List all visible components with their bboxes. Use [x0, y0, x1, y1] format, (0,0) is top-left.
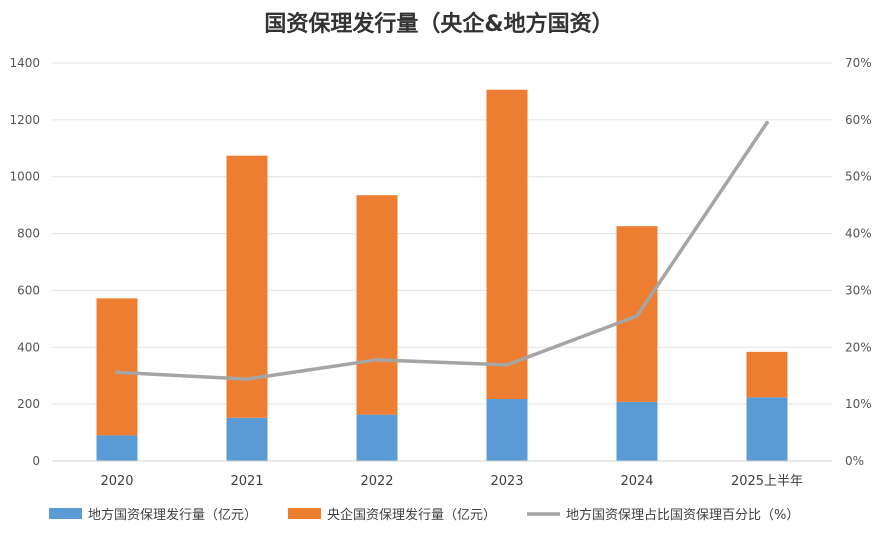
- share-line-series: [115, 120, 769, 381]
- share-line-point: [635, 314, 639, 318]
- local-soe-bar: [96, 435, 138, 461]
- left-y-tick-label: 400: [17, 340, 40, 354]
- left-y-tick-label: 200: [17, 397, 40, 411]
- legend-label-local: 地方国资保理发行量（亿元）: [88, 507, 257, 523]
- x-tick-label: 2025上半年: [731, 474, 803, 489]
- right-y-tick-label: 60%: [845, 113, 872, 127]
- right-y-tick-label: 40%: [845, 227, 872, 241]
- left-y-tick-label: 0: [32, 454, 40, 468]
- gridlines: [52, 62, 832, 405]
- central-soe-bar: [226, 155, 268, 418]
- right-y-tick-label: 0%: [845, 454, 864, 468]
- x-tick-label: 2020: [100, 474, 133, 489]
- legend-label-share: 地方国资保理占比国资保理百分比（%）: [566, 507, 799, 523]
- central-soe-bar: [486, 89, 528, 400]
- central-soe-bar: [356, 195, 398, 415]
- left-y-axis: 0 200 400 600 800 1000 1200 1400: [9, 56, 40, 468]
- legend-label-central: 央企国资保理发行量（亿元）: [327, 507, 496, 523]
- share-line-point: [245, 377, 249, 381]
- share-line-point: [115, 370, 119, 375]
- local-soe-bar: [746, 397, 788, 461]
- left-y-tick-label: 1000: [9, 170, 40, 184]
- left-y-tick-label: 600: [17, 283, 40, 297]
- x-tick-label: 2022: [360, 474, 393, 489]
- central-soe-bar: [96, 298, 138, 436]
- legend-swatch-central: [288, 508, 321, 519]
- right-y-tick-label: 20%: [845, 340, 872, 354]
- local-soe-bar: [616, 401, 658, 461]
- right-y-tick-label: 70%: [845, 56, 872, 70]
- x-axis: 2020 2021 2022 2023 2024 2025上半年: [52, 460, 832, 489]
- left-y-tick-label: 1400: [9, 56, 40, 70]
- legend: 地方国资保理发行量（亿元） 央企国资保理发行量（亿元） 地方国资保理占比国资保理百分…: [49, 507, 799, 523]
- chart-title: 国资保理发行量（央企&地方国资）: [264, 11, 613, 37]
- bars: [96, 89, 788, 461]
- right-y-axis: 0% 10% 20% 30% 40% 50% 60% 70%: [845, 56, 872, 468]
- local-soe-bar: [356, 414, 398, 461]
- local-soe-bar: [226, 417, 268, 461]
- x-tick-label: 2024: [620, 474, 653, 489]
- share-line: [115, 120, 769, 381]
- central-soe-bar: [746, 351, 788, 398]
- share-line-point: [765, 120, 769, 125]
- right-y-tick-label: 30%: [845, 283, 872, 297]
- share-line-point: [375, 357, 379, 362]
- left-y-tick-label: 1200: [9, 113, 40, 127]
- legend-swatch-local: [49, 508, 82, 519]
- local-soe-bar: [486, 399, 528, 461]
- right-y-tick-label: 10%: [845, 397, 872, 411]
- x-tick-label: 2023: [490, 474, 523, 489]
- x-tick-label: 2021: [230, 474, 263, 489]
- share-line-point: [505, 363, 509, 367]
- right-y-tick-label: 50%: [845, 170, 872, 184]
- left-y-tick-label: 800: [17, 227, 40, 241]
